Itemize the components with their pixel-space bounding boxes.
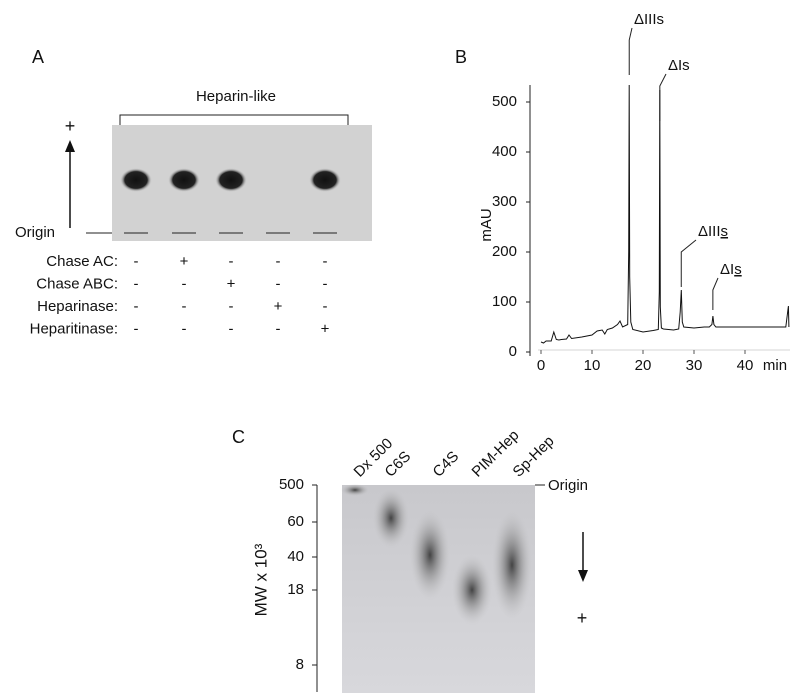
gel-spots — [120, 168, 341, 234]
x-tick-label: 30 — [686, 357, 703, 374]
panel-label: A — [32, 47, 44, 67]
y-axis-label: mAU — [478, 208, 495, 241]
panel-label: C — [232, 427, 245, 447]
peak-label: ΔIIIs — [698, 223, 728, 240]
bracket — [119, 114, 349, 125]
row-mark: + — [227, 275, 236, 292]
origin-label: Origin — [15, 224, 55, 241]
x-tick-label: 40 — [737, 357, 754, 374]
mw-label: 8 — [296, 656, 304, 673]
arrowhead — [65, 140, 75, 152]
row-mark: - — [323, 298, 328, 315]
spot — [309, 168, 341, 192]
plus: + — [577, 608, 588, 628]
peak-leader — [680, 239, 697, 287]
row-label: Chase AC: — [46, 253, 118, 270]
row-mark: - — [134, 253, 139, 270]
mw-label: 60 — [287, 513, 304, 530]
spot — [120, 168, 152, 192]
row-mark: - — [276, 275, 281, 292]
peak-leader — [659, 73, 667, 121]
y-tick-label: 500 — [492, 93, 517, 110]
x-tick-label: 10 — [584, 357, 601, 374]
mw-label: 40 — [287, 548, 304, 565]
row-mark: + — [321, 320, 330, 337]
peak-leader — [628, 27, 633, 75]
row-mark: - — [182, 298, 187, 315]
lane-label: C4S — [430, 448, 463, 481]
spot — [215, 168, 247, 192]
row-mark: - — [229, 298, 234, 315]
y-tick-label: 200 — [492, 243, 517, 260]
plus: + — [65, 116, 76, 136]
bracket-label: Heparin-like — [196, 88, 276, 105]
row-mark: - — [182, 320, 187, 337]
y-tick-label: 100 — [492, 293, 517, 310]
arrowhead — [578, 570, 588, 582]
row-label: Heparitinase: — [30, 320, 118, 337]
row-mark: - — [229, 320, 234, 337]
y-tick-label: 400 — [492, 143, 517, 160]
row-mark: - — [134, 275, 139, 292]
row-mark: - — [229, 253, 234, 270]
mw-label: 500 — [279, 476, 304, 493]
row-mark: - — [323, 275, 328, 292]
row-mark: - — [276, 320, 281, 337]
x-tick-label: 0 — [537, 357, 545, 374]
spot — [168, 168, 200, 192]
panel-label: B — [455, 47, 467, 67]
x-axis-label: min — [763, 357, 787, 374]
row-mark: - — [276, 253, 281, 270]
gel-smears — [341, 484, 532, 625]
x-tick-label: 20 — [635, 357, 652, 374]
peak-label: ΔIs — [668, 57, 690, 74]
y-tick-label: 0 — [509, 343, 517, 360]
row-mark: - — [134, 320, 139, 337]
origin-label: Origin — [548, 477, 588, 494]
row-mark: - — [134, 298, 139, 315]
row-label: Chase ABC: — [36, 275, 118, 292]
y-tick-label: 300 — [492, 193, 517, 210]
row-mark: + — [180, 253, 189, 270]
row-mark: - — [323, 253, 328, 270]
row-label: Heparinase: — [37, 298, 118, 315]
peak-leader — [712, 277, 719, 310]
row-mark: + — [274, 298, 283, 315]
peak-label: ΔIs — [720, 261, 742, 278]
mw-label: 18 — [287, 581, 304, 598]
trace — [540, 84, 790, 344]
peak-label: ΔIIIs — [634, 11, 664, 28]
row-mark: - — [182, 275, 187, 292]
y-axis-label: MW x 10³ — [251, 543, 270, 616]
